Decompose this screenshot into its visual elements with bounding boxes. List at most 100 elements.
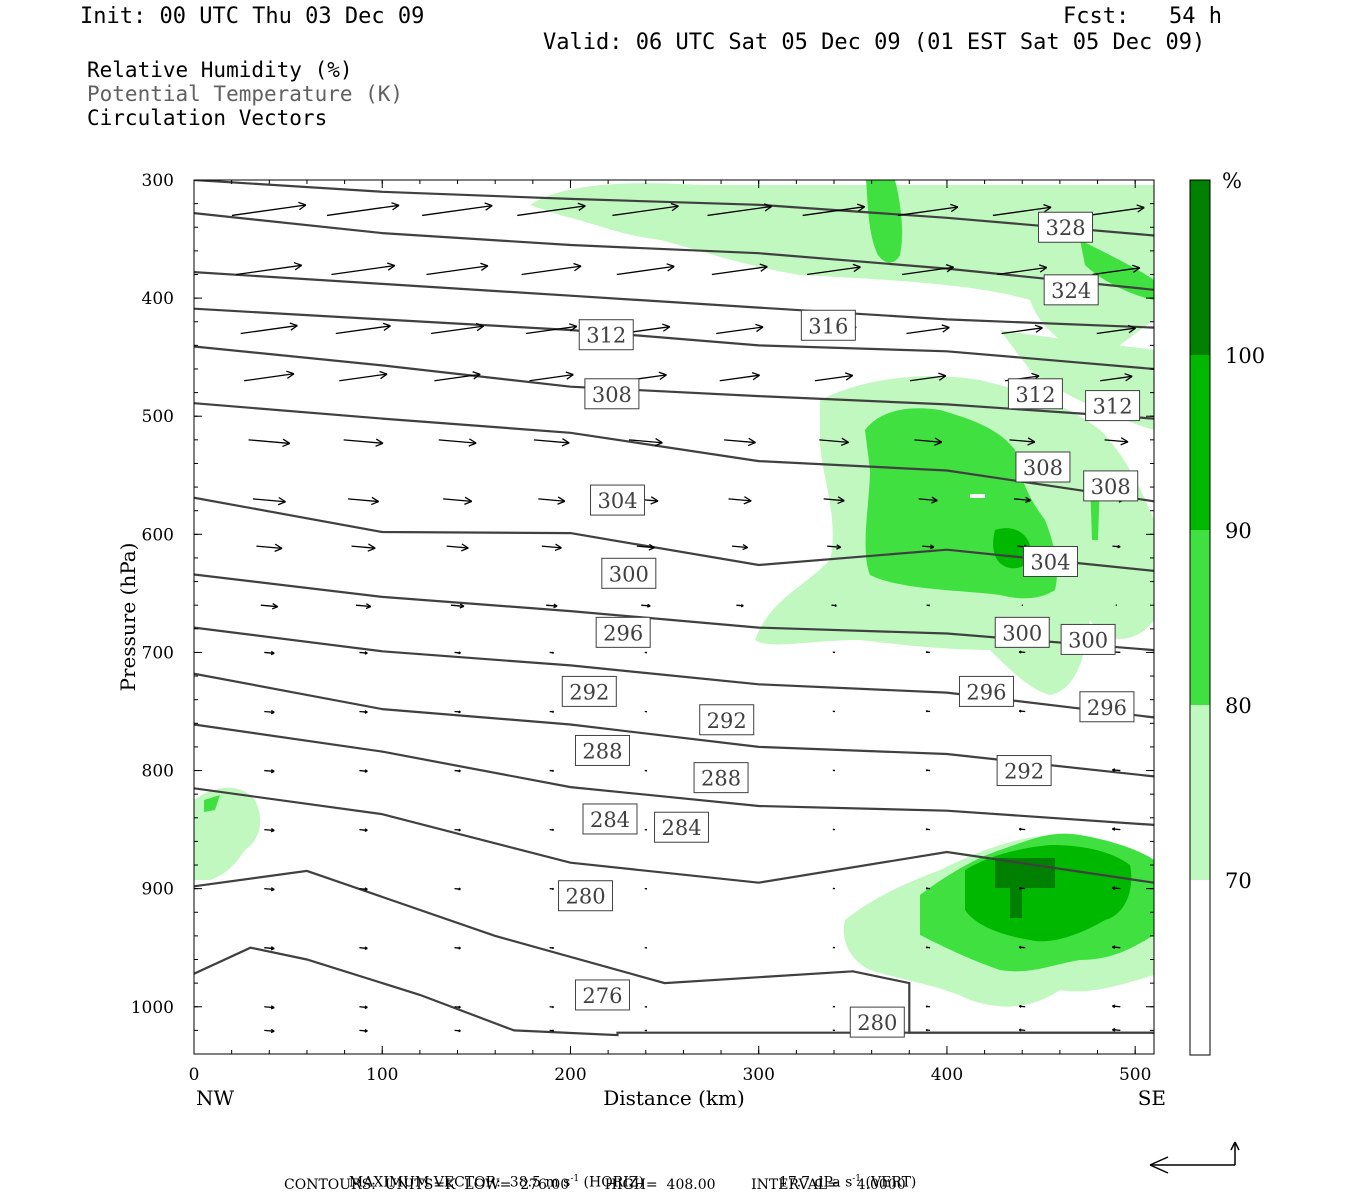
contour-labels: 328 324 316 312 312 312 308 308 308 304 304 300 300 3… (558, 211, 1141, 1038)
circulation-vector (331, 262, 396, 276)
circulation-vector (1018, 827, 1026, 831)
circulation-vector (450, 603, 465, 609)
circulation-vector (902, 264, 954, 276)
legend-vectors: Circulation Vectors (87, 106, 328, 130)
svg-text:280: 280 (857, 1011, 897, 1035)
circulation-vector (549, 710, 554, 713)
circulation-vector (832, 946, 836, 949)
circulation-vector (335, 322, 391, 335)
svg-text:280: 280 (565, 885, 605, 909)
circulation-vector (454, 769, 461, 773)
circulation-vector (359, 828, 368, 832)
svg-text:328: 328 (1045, 216, 1085, 240)
circulation-vector (339, 370, 388, 382)
circulation-vector (1112, 1004, 1121, 1009)
circulation-vector (244, 370, 295, 382)
x-axis-label: Distance (km) (603, 1086, 745, 1110)
colorbar-level-label: 100 (1225, 344, 1265, 368)
circulation-vector (359, 651, 368, 655)
contour-label: 308 (1083, 470, 1139, 502)
svg-text:292: 292 (1004, 760, 1044, 784)
theta-contour-line (194, 402, 1154, 503)
circulation-vector (549, 828, 554, 832)
contour-label: 300 (994, 616, 1050, 648)
circulation-vector (533, 438, 570, 447)
contour-label: 292 (996, 755, 1052, 787)
contour-label: 308 (1015, 451, 1071, 483)
circulation-vector (359, 769, 368, 773)
circulation-vector (731, 544, 749, 551)
contour-label: 312 (578, 319, 634, 351)
circulation-vector (355, 603, 372, 610)
circulation-vector (1018, 1004, 1026, 1008)
svg-text:300: 300 (1002, 621, 1042, 645)
contour-label: 300 (1060, 623, 1116, 655)
y-tick-label: 300 (142, 171, 174, 191)
circulation-vector (264, 650, 275, 656)
colorbar-labels: 100 90 80 70% (1222, 169, 1265, 893)
circulation-vector (906, 324, 950, 335)
svg-text:292: 292 (569, 680, 609, 704)
circulation-vector (1018, 709, 1026, 713)
rh-100-mid-notch (970, 494, 985, 498)
theta-contour-line (194, 787, 1154, 884)
circulation-vector (832, 828, 836, 831)
x-tick-label: 100 (366, 1065, 398, 1085)
circulation-vector (1087, 204, 1145, 217)
circulation-vector (1112, 945, 1121, 950)
y-tick-label: 700 (142, 643, 174, 663)
circulation-vector (644, 710, 648, 713)
circulation-vector (1092, 264, 1141, 276)
circulation-vector (716, 323, 764, 335)
contour-label: 328 (1038, 211, 1094, 243)
circulation-vector (264, 769, 275, 774)
svg-text:288: 288 (582, 739, 622, 763)
unit-exp: -1 (570, 1174, 580, 1184)
circulation-vector (1018, 1028, 1026, 1032)
circulation-vector (802, 203, 866, 217)
circulation-vector (264, 1005, 275, 1010)
circulation-vector (454, 887, 461, 891)
circulation-vector (926, 604, 930, 607)
rh-80-upper (866, 180, 903, 263)
svg-text:312: 312 (1015, 383, 1055, 407)
y-axis-label: Pressure (hPa) (116, 543, 140, 692)
circulation-vector (736, 603, 744, 608)
circulation-vector (359, 1005, 368, 1010)
circulation-vector (1009, 437, 1036, 446)
circulation-vector (359, 887, 368, 891)
rh-70-upper (530, 183, 1154, 360)
circulation-vector (1018, 650, 1026, 654)
circulation-vector (1100, 373, 1133, 382)
circulation-vector (832, 710, 836, 713)
y-tick-label: 1000 (131, 998, 174, 1018)
max-vector-info: MAXIMUM VECTOR: 38.5 m s-1 (HORIZ) (340, 1158, 644, 1191)
circulation-vector (644, 946, 648, 949)
rh-70-left (194, 787, 261, 880)
circulation-vector (446, 543, 469, 552)
max-vector-horiz-tag: (HORIZ) (579, 1174, 644, 1191)
contour-label: 292 (699, 704, 755, 736)
x-tick-label: 200 (554, 1065, 586, 1085)
contour-label: 292 (561, 675, 617, 707)
circulation-vector (264, 946, 275, 951)
svg-text:308: 308 (1023, 456, 1063, 480)
circulation-vector (918, 496, 938, 504)
contour-label: 324 (1043, 274, 1099, 306)
circulation-vector (326, 202, 400, 217)
svg-text:300: 300 (1068, 628, 1108, 652)
svg-text:312: 312 (586, 324, 626, 348)
circulation-vector (644, 828, 648, 831)
svg-text:296: 296 (603, 621, 643, 645)
circulation-vector (351, 543, 376, 552)
theta-contour-line (194, 672, 1154, 778)
svg-text:300: 300 (609, 562, 649, 586)
circulation-vector (549, 1005, 554, 1009)
circulation-vector (1112, 544, 1121, 549)
legend-theta: Potential Temperature (K) (87, 82, 404, 106)
circulation-vector (343, 438, 384, 447)
circulation-vector (711, 263, 768, 276)
circulation-vector (347, 496, 380, 506)
circulation-vectors (231, 201, 1145, 1034)
circulation-vector (636, 543, 655, 551)
